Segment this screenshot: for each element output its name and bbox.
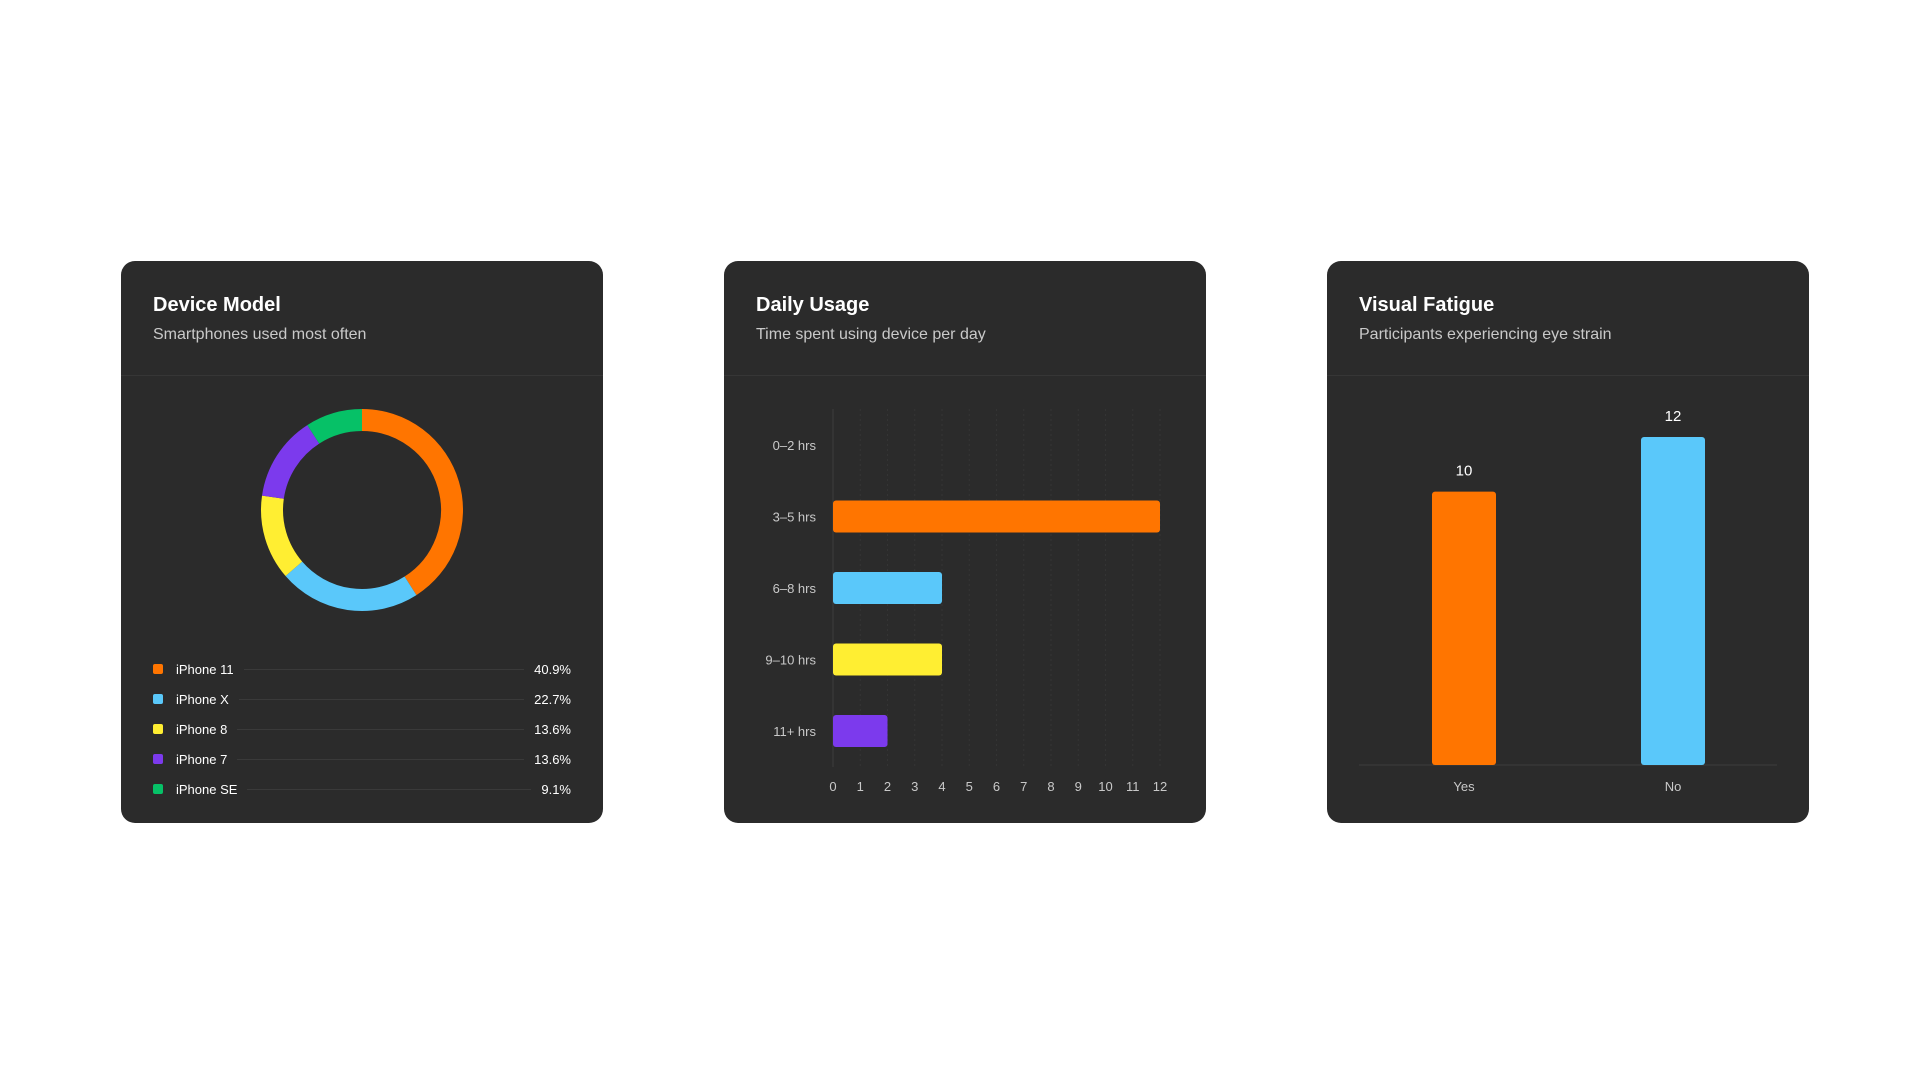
legend-item: iPhone 7 13.6% [153,744,571,774]
visual-fatigue-card: Visual Fatigue Participants experiencing… [1327,261,1809,823]
fatigue-bar [1641,437,1705,765]
x-tick-label: 6 [993,779,1000,794]
legend-swatch [153,724,163,734]
legend-item: iPhone 8 13.6% [153,714,571,744]
device-card-header: Device Model Smartphones used most often [121,261,603,376]
x-tick-label: 4 [938,779,945,794]
x-category-label: No [1665,779,1682,794]
legend-label: iPhone X [176,691,229,707]
fatigue-card-header: Visual Fatigue Participants experiencing… [1327,261,1809,376]
legend-label: iPhone 7 [176,751,228,767]
x-tick-label: 2 [884,779,891,794]
legend-label: iPhone SE [176,781,238,797]
legend-rule [247,788,532,790]
legend-rule [237,728,525,730]
device-card-subtitle: Smartphones used most often [153,326,367,343]
legend-swatch [153,694,163,704]
legend-item: iPhone SE 9.1% [153,774,571,804]
fatigue-card-title: Visual Fatigue [1359,294,1495,316]
donut-slice-iphone-11 [361,409,463,596]
usage-card-subtitle: Time spent using device per day [756,326,986,343]
legend-swatch [153,754,163,764]
device-model-card: Device Model Smartphones used most often… [121,261,603,823]
x-category-label: Yes [1453,779,1475,794]
y-category-label: 9–10 hrs [765,653,816,668]
usage-bar [833,572,942,604]
bar-value-label: 10 [1456,463,1473,480]
device-card-title: Device Model [153,294,281,316]
daily-usage-card: Daily Usage Time spent using device per … [724,261,1206,823]
x-tick-label: 9 [1075,779,1082,794]
x-tick-label: 8 [1047,779,1054,794]
legend-rule [243,668,525,670]
legend-item: iPhone 11 40.9% [153,654,571,684]
fatigue-card-subtitle: Participants experiencing eye strain [1359,326,1612,343]
x-tick-label: 11 [1126,779,1140,794]
x-tick-label: 10 [1098,779,1112,794]
usage-bar [833,643,942,676]
usage-bar [833,500,1160,533]
visual-fatigue-bar-chart: 10 Yes 12 No [1359,408,1777,794]
usage-card-header: Daily Usage Time spent using device per … [724,261,1206,376]
legend-value: 13.6% [534,721,571,737]
usage-bar [833,715,888,747]
device-legend: iPhone 11 40.9% iPhone X 22.7% iPhone 8 13.6%… [153,654,571,804]
usage-card-title: Daily Usage [756,294,870,316]
legend-value: 22.7% [534,691,571,707]
x-tick-label: 3 [911,779,918,794]
donut-slice-iphone-7 [262,425,320,500]
y-category-label: 3–5 hrs [773,510,817,525]
legend-swatch [153,784,163,794]
legend-label: iPhone 11 [176,661,234,677]
legend-label: iPhone 8 [176,721,228,737]
donut-slice-iphone-se [307,409,363,444]
legend-rule [237,758,525,760]
x-tick-label: 7 [1020,779,1027,794]
legend-value: 13.6% [534,751,571,767]
x-tick-label: 12 [1153,779,1167,794]
donut-slice-iphone-x [285,561,417,611]
device-donut-chart [261,409,463,611]
fatigue-bar [1432,491,1496,765]
y-category-label: 0–2 hrs [773,438,817,453]
legend-swatch [153,664,163,674]
legend-value: 40.9% [534,661,571,677]
donut-slice-iphone-8 [261,495,303,577]
x-tick-label: 0 [829,779,836,794]
y-category-label: 6–8 hrs [773,581,817,596]
legend-item: iPhone X 22.7% [153,684,571,714]
legend-value: 9.1% [541,781,571,797]
legend-rule [238,698,525,700]
x-tick-label: 5 [966,779,973,794]
x-tick-label: 1 [857,779,864,794]
bar-value-label: 12 [1665,408,1682,425]
y-category-label: 11+ hrs [773,724,816,739]
